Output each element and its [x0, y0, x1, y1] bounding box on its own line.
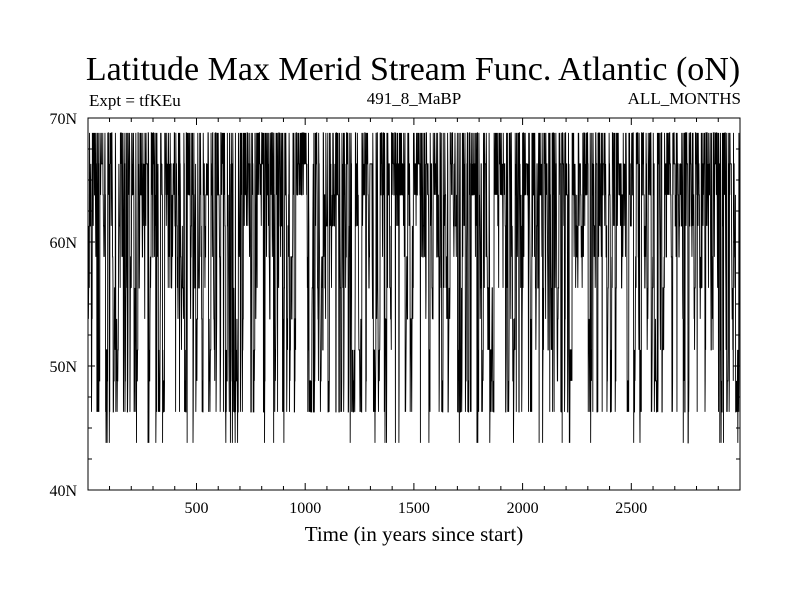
months-label: ALL_MONTHS [628, 89, 741, 108]
x-tick-label: 1000 [289, 500, 321, 517]
x-tick-label: 500 [184, 500, 208, 517]
y-tick-label: 60N [49, 235, 77, 252]
x-tick-label: 2000 [507, 500, 539, 517]
x-axis: 500 1000 1500 2000 2500 [109, 118, 719, 517]
y-tick-label: 50N [49, 359, 77, 376]
series-layer [87, 132, 741, 444]
y-tick-label: 40N [49, 483, 77, 500]
x-tick-label: 1500 [398, 500, 430, 517]
x-axis-label: Time (in years since start) [305, 522, 524, 546]
chart-title: Latitude Max Merid Stream Func. Atlantic… [86, 51, 740, 88]
experiment-label: Expt = tfKEu [89, 91, 181, 110]
plot-frame [87, 117, 741, 491]
y-tick-label: 70N [49, 111, 77, 128]
series-line [87, 132, 741, 444]
age-label: 491_8_MaBP [367, 89, 461, 108]
x-tick-label: 2500 [615, 500, 647, 517]
